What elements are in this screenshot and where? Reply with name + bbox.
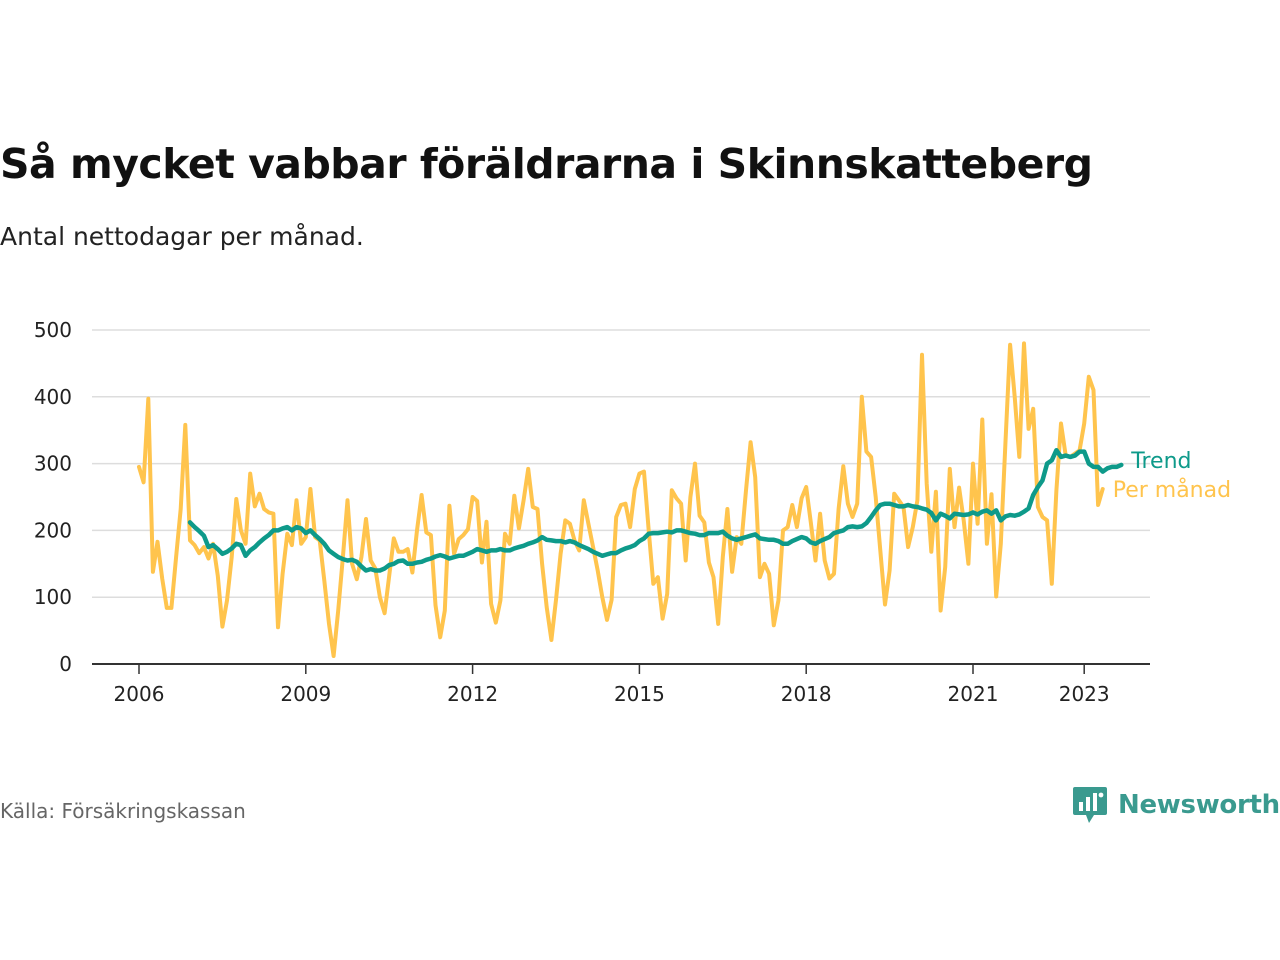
grid-lines xyxy=(92,329,1150,598)
chart-subtitle: Antal nettodagar per månad. xyxy=(0,222,364,251)
y-tick-label: 300 xyxy=(34,452,72,476)
x-tick-label: 2018 xyxy=(781,682,832,706)
y-tick-label: 100 xyxy=(34,585,72,609)
newsworthy-logo: Newsworthy xyxy=(1072,785,1280,825)
x-tick-label: 2009 xyxy=(280,682,331,706)
y-tick-label: 0 xyxy=(59,652,72,676)
y-tick-label: 500 xyxy=(34,318,72,342)
series-per-manad xyxy=(137,341,1105,658)
x-tick-label: 2006 xyxy=(114,682,165,706)
x-tick-label: 2015 xyxy=(614,682,665,706)
y-tick-label: 200 xyxy=(34,518,72,542)
newsworthy-logo-icon xyxy=(1073,787,1107,823)
x-tick-label: 2012 xyxy=(447,682,498,706)
series-trend xyxy=(187,447,1124,573)
source-note: Källa: Försäkringskassan xyxy=(0,799,246,823)
series-label-per-manad: Per månad xyxy=(1113,477,1231,503)
y-axis-ticks: 0 100 200 300 400 500 xyxy=(34,318,72,676)
x-axis-ticks: 2006 2009 2012 2015 2018 2021 2023 xyxy=(92,663,1150,706)
series-labels: Trend Per månad xyxy=(1113,449,1231,503)
x-tick-label: 2023 xyxy=(1059,682,1110,706)
series-lines xyxy=(137,341,1124,658)
x-tick-label: 2021 xyxy=(948,682,999,706)
y-tick-label: 400 xyxy=(34,385,72,409)
chart-title: Så mycket vabbar föräldrarna i Skinnskat… xyxy=(0,140,1093,188)
series-label-trend: Trend xyxy=(1130,449,1191,474)
newsworthy-logo-text: Newsworthy xyxy=(1118,790,1280,820)
